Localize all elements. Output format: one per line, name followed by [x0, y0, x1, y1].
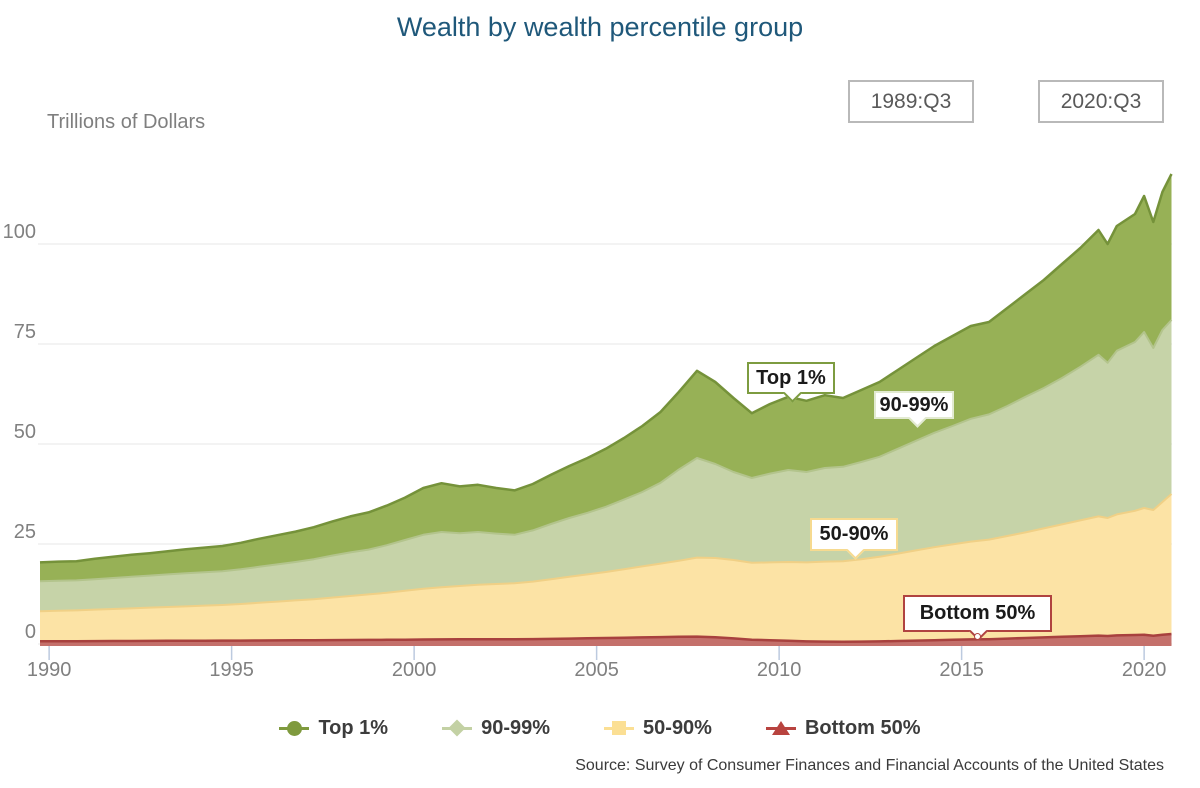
legend-shape-diamond [448, 719, 466, 737]
range-end-label: 2020:Q3 [1060, 89, 1142, 113]
legend-label: 90-99% [481, 717, 551, 739]
area-bottom-50[interactable] [40, 634, 1172, 646]
chart-title: Wealth by wealth percentile group [396, 12, 804, 42]
x-tick-label-2015: 2015 [939, 659, 984, 681]
y-tick-label-50: 50 [13, 421, 36, 443]
source-note: Source: Survey of Consumer Finances and … [575, 757, 1164, 774]
range-end-box[interactable]: 2020:Q3 [1038, 80, 1164, 123]
legend-label: Top 1% [318, 717, 389, 739]
square-marker-icon [604, 718, 635, 738]
x-tick-label-1990: 1990 [26, 659, 72, 681]
legend: Top 1% 90-99% 50-90% Bottom 50% [0, 716, 1200, 740]
legend-item-bottom-50[interactable]: Bottom 50% [765, 716, 921, 740]
x-tick-label-2000: 2000 [391, 659, 437, 681]
range-start-box[interactable]: 1989:Q3 [848, 80, 974, 123]
line-90-99 [39, 319, 1173, 583]
line-50-90 [39, 493, 1173, 613]
triangle-marker-icon [765, 718, 796, 738]
y-tick-label-100: 100 [2, 221, 36, 243]
legend-item-90-99[interactable]: 90-99% [442, 716, 550, 740]
legend-label: 50-90% [643, 717, 712, 739]
x-tick-label-2010: 2010 [756, 659, 802, 681]
area-50-90[interactable] [40, 494, 1172, 642]
legend-label: Bottom 50% [804, 717, 921, 739]
callout-anchor-dot-bottom-50 [974, 633, 981, 640]
y-tick-label-0: 0 [24, 621, 36, 643]
x-tick-label-2005: 2005 [574, 659, 619, 681]
line-top-1 [39, 173, 1173, 564]
circle-marker-icon [279, 718, 310, 738]
x-tick-label-1995: 1995 [209, 659, 254, 681]
callout-50-90: 50-90% [810, 518, 898, 551]
diamond-marker-icon [442, 718, 473, 738]
area-top-1[interactable] [40, 174, 1172, 582]
y-tick-label-25: 25 [13, 521, 36, 543]
legend-shape-circle [286, 720, 302, 736]
range-start-label: 1989:Q3 [870, 89, 952, 113]
y-tick-label-75: 75 [13, 321, 36, 343]
callout-top-1: Top 1% [747, 362, 835, 394]
x-tick-label-2020: 2020 [1121, 659, 1167, 681]
line-bottom-50 [40, 632, 1172, 644]
legend-shape-square [612, 721, 627, 735]
y-axis-title: Trillions of Dollars [47, 111, 206, 133]
legend-item-50-90[interactable]: 50-90% [604, 716, 712, 740]
legend-shape-triangle [771, 721, 790, 735]
y-axis-tick-labels: 0 25 50 75 100 [0, 0, 36, 700]
legend-item-top-1[interactable]: Top 1% [279, 716, 388, 740]
